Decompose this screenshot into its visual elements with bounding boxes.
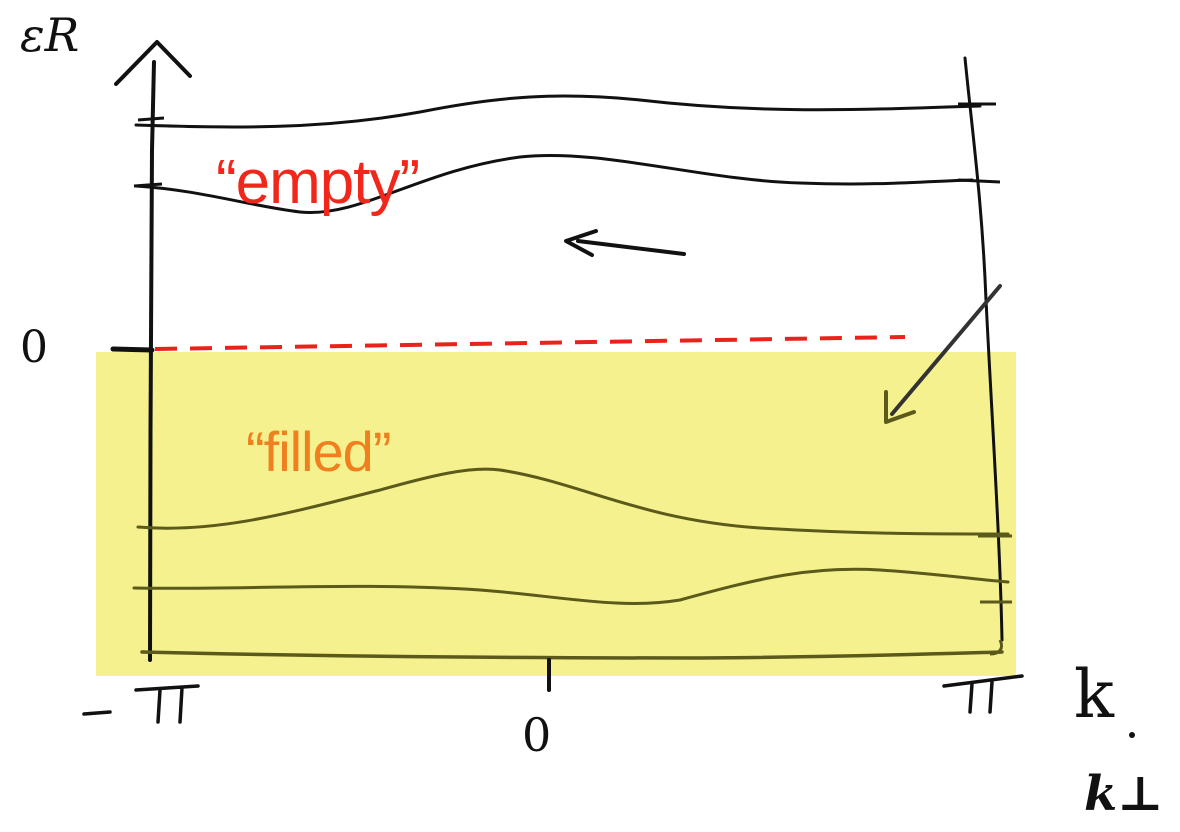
x-max-label: π [0,0,1,1]
empty-band-2 [134,153,974,215]
filled-label: “filled” [246,420,391,483]
filled-band-2 [132,567,1010,605]
filled-band-1 [136,467,1010,536]
filled-region [96,352,1016,676]
empty-label: “empty” [216,148,420,217]
tick-mark-upper-right-2 [957,178,1001,184]
y-axis-arrowhead [114,40,192,86]
empty-region-arrow-shaft [576,239,686,256]
tick-mark-lower-right-3 [989,639,1004,656]
y-zero-label: 0 [20,322,48,373]
perp-label: k⊥ [1084,766,1164,822]
empty-band-1 [134,94,982,129]
filled-region-arrow-shaft [890,284,1002,416]
tick-mark-upper-left-2 [133,182,163,188]
tick-mark-upper-left-1 [137,116,165,122]
y-axis-label: εR [20,8,80,62]
empty-region-arrow-head [564,229,598,257]
x-mid-label: 0 [522,708,552,762]
x-axis-label: k [1074,656,1114,733]
filled-band-3 [140,650,1004,660]
filled-region-arrow-head [884,390,916,424]
zero-tick [110,346,155,353]
right-boundary-line [963,56,1004,642]
fermi-level-line [154,335,906,351]
x-max-mark [942,674,1024,714]
x-min-mark [82,684,200,724]
k-dot [1129,732,1135,738]
